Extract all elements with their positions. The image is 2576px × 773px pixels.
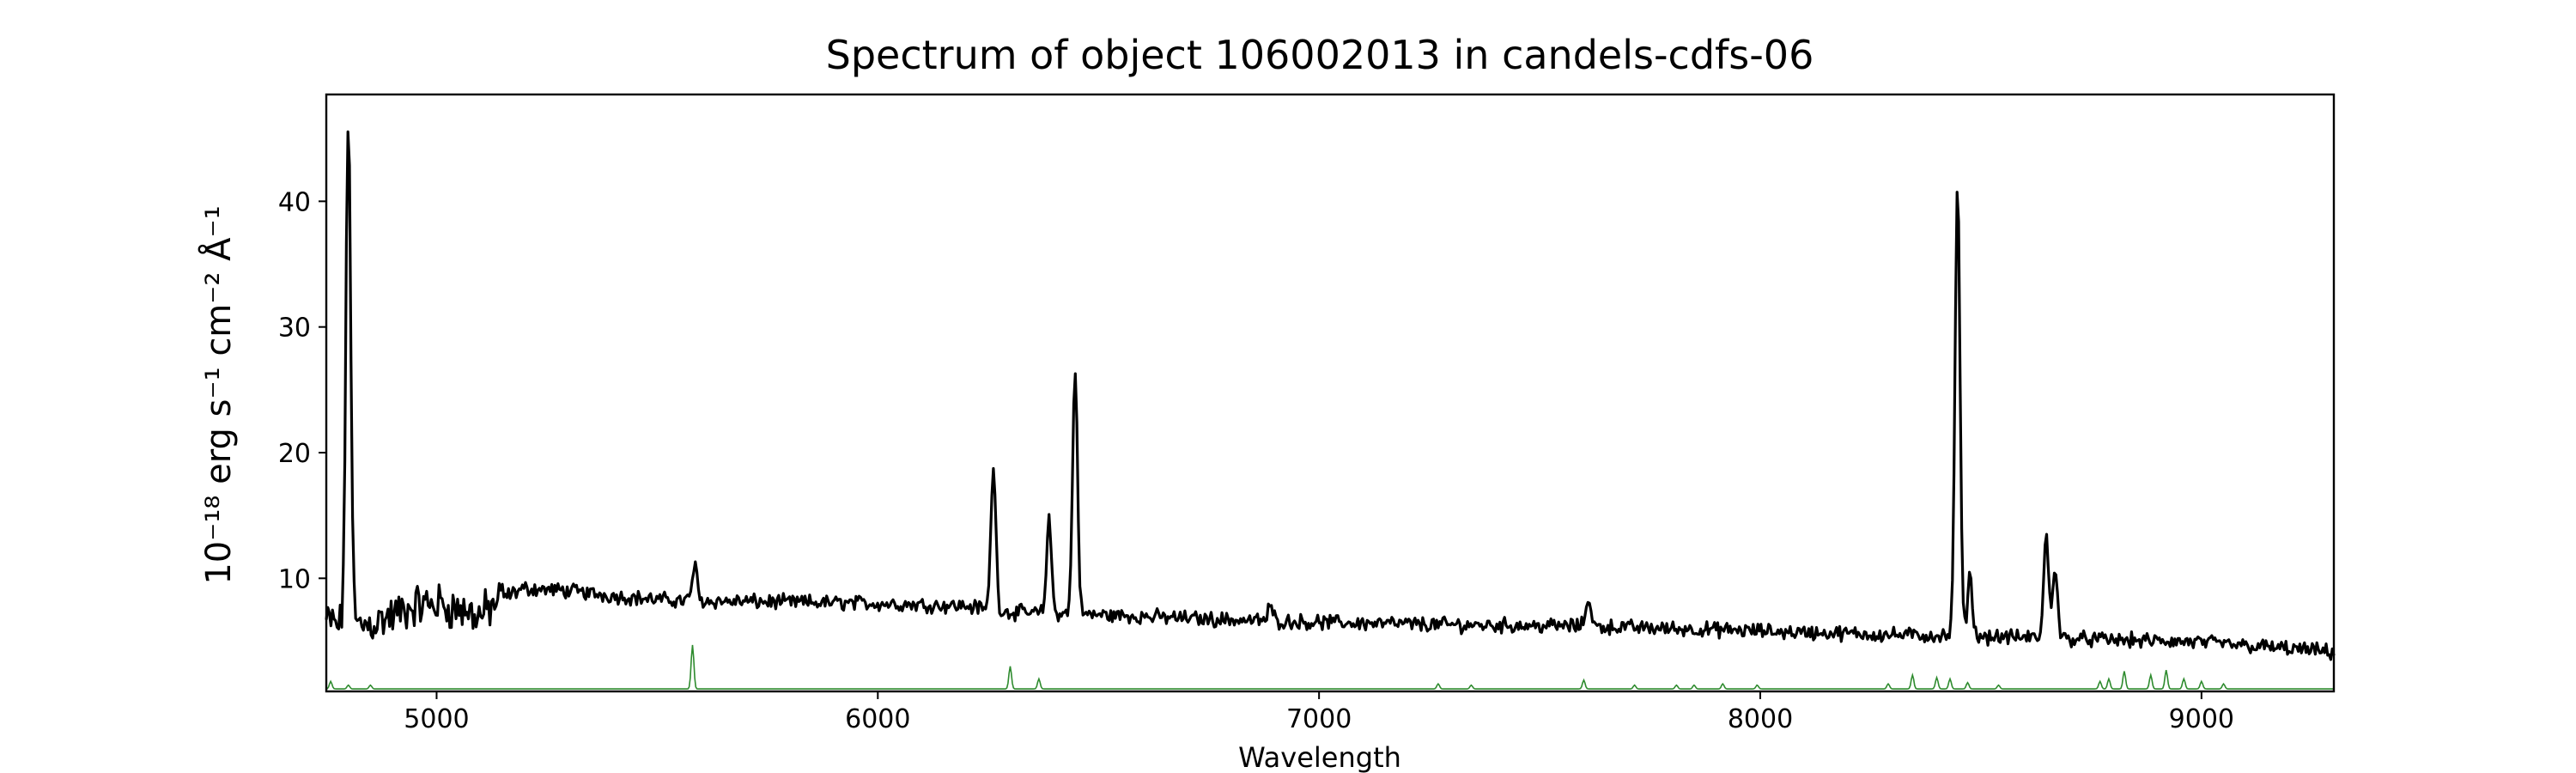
x-axis: 5000 6000 7000 8000 9000 <box>404 691 2234 734</box>
y-axis-label: 10⁻¹⁸ erg s⁻¹ cm⁻² Å⁻¹ <box>197 205 239 584</box>
y-tick-label: 40 <box>278 187 311 217</box>
x-tick-label: 9000 <box>2169 704 2234 734</box>
error-spectrum-line <box>325 644 2334 690</box>
x-tick-label: 6000 <box>845 704 910 734</box>
x-axis-label: Wavelength <box>1238 741 1401 773</box>
y-tick-label: 20 <box>278 439 311 469</box>
plot-frame <box>325 93 2336 693</box>
y-tick-label: 10 <box>278 564 311 594</box>
x-tick-label: 5000 <box>404 704 469 734</box>
plot-area <box>325 93 2336 693</box>
chart-title: Spectrum of object 106002013 in candels-… <box>826 32 1814 78</box>
y-tick-label: 30 <box>278 313 311 344</box>
y-axis: 10 20 30 40 <box>278 187 326 594</box>
x-tick-label: 8000 <box>1728 704 1793 734</box>
flux-spectrum-line <box>325 130 2336 661</box>
x-tick-label: 7000 <box>1286 704 1352 734</box>
